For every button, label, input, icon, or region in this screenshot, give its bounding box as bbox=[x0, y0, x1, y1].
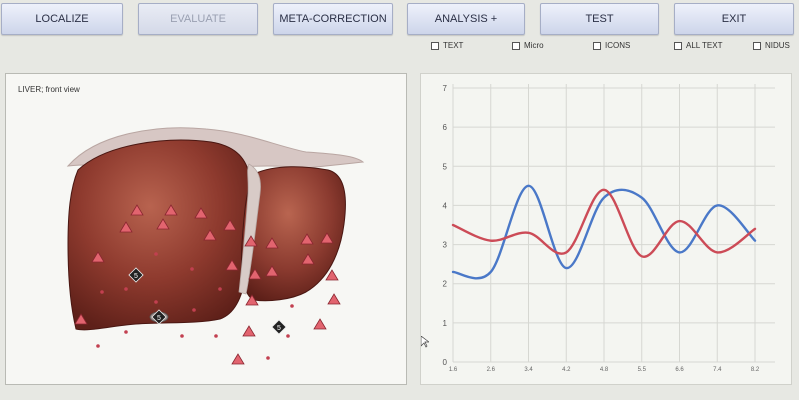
marker-number: 5 bbox=[277, 325, 281, 332]
x-tick-label: 6.6 bbox=[675, 367, 684, 373]
x-tick-label: 4.8 bbox=[600, 367, 609, 373]
checkbox-label: NIDUS bbox=[765, 41, 790, 50]
checkbox-label: ALL TEXT bbox=[686, 41, 723, 50]
y-tick-label: 3 bbox=[443, 241, 448, 250]
marker-number: 5 bbox=[134, 273, 138, 280]
liver-markers bbox=[74, 204, 341, 365]
series-line-2 bbox=[451, 188, 757, 258]
marker-diamond[interactable]: 5 bbox=[271, 319, 287, 335]
series-line-1 bbox=[451, 184, 757, 280]
y-tick-label: 4 bbox=[443, 201, 448, 210]
x-tick-label: 5.5 bbox=[638, 367, 647, 373]
checkbox-box[interactable] bbox=[512, 41, 520, 50]
organ-view-panel: LIVER; front view bbox=[5, 73, 407, 385]
x-tick-label: 4.2 bbox=[562, 367, 571, 373]
analysis-plus-button[interactable]: ANALYSIS + bbox=[407, 3, 525, 35]
mouse-cursor-icon bbox=[421, 336, 429, 348]
test-button[interactable]: TEST bbox=[540, 3, 659, 35]
checkbox-micro[interactable]: Micro bbox=[512, 41, 544, 50]
checkbox-box[interactable] bbox=[431, 41, 439, 50]
y-tick-label: 0 bbox=[443, 358, 448, 367]
meta-correction-button[interactable]: META-CORRECTION bbox=[273, 3, 393, 35]
checkbox-box[interactable] bbox=[593, 41, 601, 50]
checkbox-label: TEXT bbox=[443, 41, 464, 50]
checkbox-text[interactable]: TEXT bbox=[431, 41, 463, 50]
toolbar: LOCALIZE EVALUATE META-CORRECTION ANALYS… bbox=[0, 0, 799, 40]
marker-number: 5 bbox=[157, 315, 161, 322]
exit-button[interactable]: EXIT bbox=[674, 3, 794, 35]
organ-view-title: LIVER; front view bbox=[18, 85, 80, 94]
x-tick-label: 7.4 bbox=[713, 367, 722, 373]
x-tick-label: 1.6 bbox=[449, 367, 458, 373]
x-tick-label: 2.6 bbox=[487, 367, 496, 373]
checkbox-box[interactable] bbox=[753, 41, 761, 50]
y-tick-label: 5 bbox=[443, 162, 448, 171]
y-tick-label: 1 bbox=[443, 319, 448, 328]
liver-image[interactable]: 5 5 5 bbox=[6, 74, 406, 384]
checkbox-box[interactable] bbox=[674, 41, 682, 50]
x-tick-label: 3.4 bbox=[524, 367, 533, 373]
x-tick-label: 8.2 bbox=[751, 367, 760, 373]
marker-diamond[interactable]: 5 bbox=[128, 267, 144, 283]
marker-diamond[interactable]: 5 bbox=[151, 309, 167, 325]
checkbox-nidus[interactable]: NIDUS bbox=[753, 41, 790, 50]
y-tick-label: 7 bbox=[443, 84, 448, 93]
y-tick-label: 6 bbox=[443, 123, 448, 132]
checkbox-icons[interactable]: ICONS bbox=[593, 41, 630, 50]
localize-button[interactable]: LOCALIZE bbox=[1, 3, 123, 35]
checkbox-all-text[interactable]: ALL TEXT bbox=[674, 41, 722, 50]
evaluate-button[interactable]: EVALUATE bbox=[138, 3, 258, 35]
y-tick-label: 2 bbox=[443, 280, 448, 289]
chart-panel: 0 1 2 3 4 5 6 7 1.6 2.6 3.4 4.2 4.8 5.5 6.6 7.4 8.2 bbox=[420, 73, 792, 385]
checkbox-label: Micro bbox=[524, 41, 544, 50]
checkbox-label: ICONS bbox=[605, 41, 631, 50]
line-chart: 0 1 2 3 4 5 6 7 1.6 2.6 3.4 4.2 4.8 5.5 6.6 7.4 8.2 bbox=[443, 84, 775, 373]
